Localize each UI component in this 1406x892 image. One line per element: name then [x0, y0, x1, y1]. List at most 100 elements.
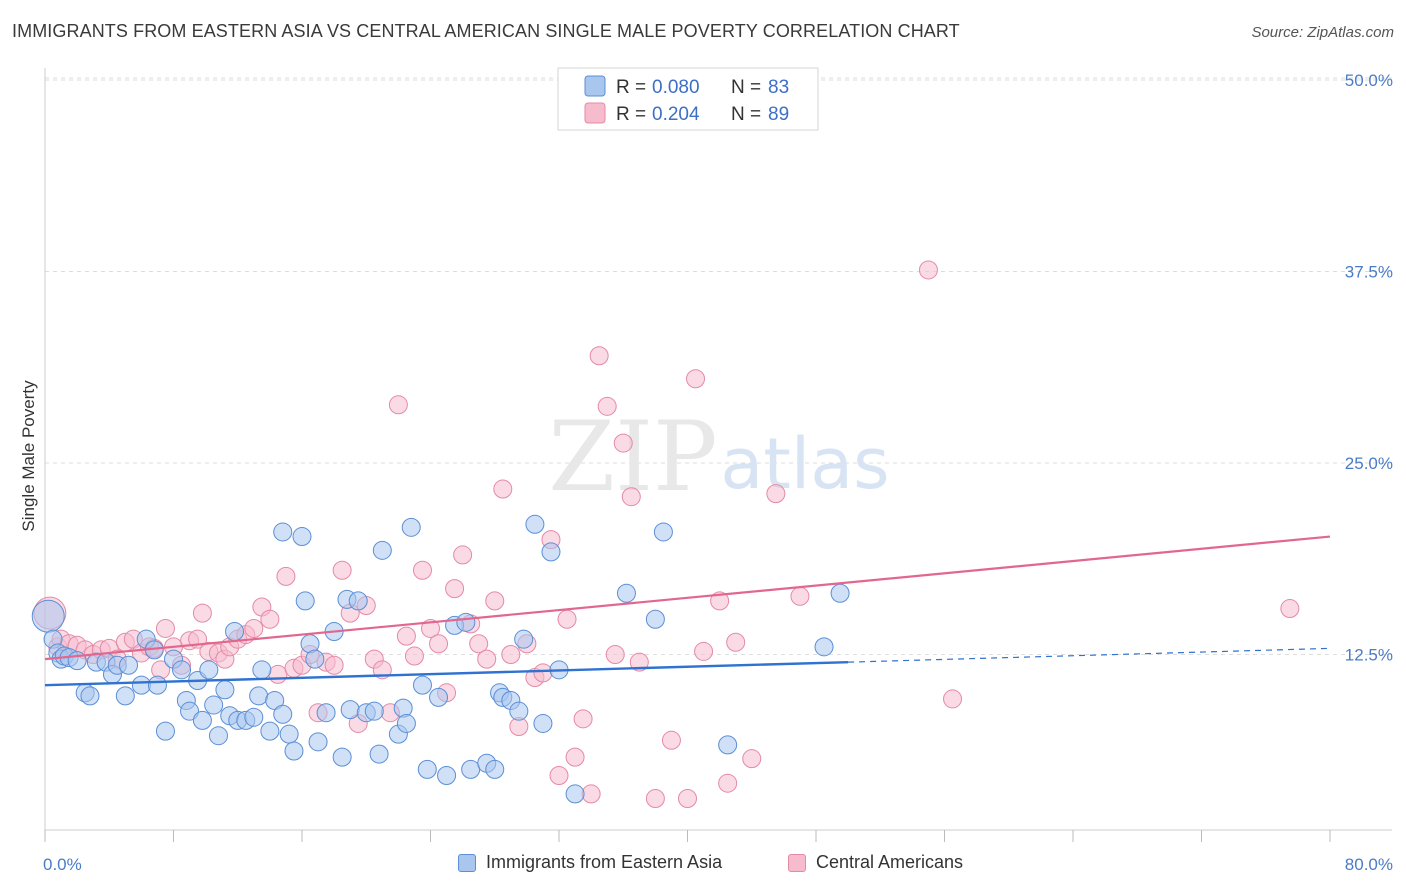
trend-line-eastern-asia-extension — [848, 647, 1331, 663]
legend-r-label-blue: R = — [616, 77, 646, 98]
data-point — [260, 721, 280, 741]
data-point — [273, 704, 293, 724]
data-point — [710, 591, 730, 611]
axes — [44, 68, 1392, 831]
series-eastern-asia — [31, 514, 850, 804]
data-point — [718, 735, 738, 755]
data-point — [147, 675, 167, 695]
bottom-legend: Immigrants from Eastern Asia Central Ame… — [0, 852, 1406, 878]
data-point — [80, 686, 100, 706]
bottom-legend-label-eastern-asia: Immigrants from Eastern Asia — [486, 852, 723, 872]
data-point — [421, 618, 440, 638]
data-point — [943, 689, 963, 709]
legend-n-value-pink: 89 — [768, 104, 789, 125]
gridlines — [45, 77, 1392, 655]
data-point — [565, 784, 585, 804]
data-point — [678, 789, 697, 809]
trend-line-eastern-asia — [44, 660, 849, 687]
data-point — [396, 626, 416, 646]
y-axis-label: Single Male Poverty — [19, 380, 38, 532]
bottom-legend-swatch-pink — [788, 853, 806, 872]
data-point — [605, 645, 625, 664]
data-point — [918, 260, 938, 280]
data-point — [208, 726, 228, 746]
data-point — [244, 618, 264, 638]
data-point — [364, 701, 384, 721]
legend-r-value-blue: 0.080 — [652, 77, 700, 98]
data-point — [456, 612, 476, 632]
data-point — [469, 634, 489, 654]
data-point — [437, 766, 457, 786]
data-point — [192, 603, 212, 623]
data-point — [514, 629, 534, 649]
data-point — [332, 747, 352, 767]
data-point — [348, 591, 368, 611]
data-point — [369, 744, 389, 764]
data-point — [388, 395, 408, 415]
data-point — [412, 675, 432, 695]
data-point — [477, 649, 497, 669]
data-point — [155, 721, 175, 741]
data-point — [273, 522, 293, 542]
data-point — [199, 660, 219, 680]
y-tick-labels: 12.5% 25.0% 37.5% 50.0% — [1345, 71, 1393, 665]
data-point — [485, 591, 505, 611]
data-point — [292, 527, 312, 547]
data-point — [581, 784, 601, 804]
data-point — [645, 789, 665, 809]
data-point — [340, 700, 360, 720]
data-point — [686, 369, 706, 389]
chart-title: IMMIGRANTS FROM EASTERN ASIA VS CENTRAL … — [12, 21, 960, 41]
legend-swatch-blue — [584, 75, 606, 97]
x-tick-label-min: 0.0% — [43, 855, 82, 874]
data-point — [694, 641, 714, 661]
data-point — [453, 545, 473, 565]
data-point — [252, 660, 272, 680]
data-point — [742, 749, 762, 769]
data-point — [305, 649, 325, 669]
data-point — [279, 724, 299, 744]
legend-n-label-pink: N = — [731, 104, 761, 125]
data-point — [830, 583, 850, 603]
data-point — [324, 655, 344, 675]
data-point — [718, 773, 738, 793]
source-credit: Source: ZipAtlas.com — [1251, 24, 1394, 41]
data-point — [533, 713, 553, 733]
data-point — [332, 560, 352, 580]
legend-swatch-pink — [584, 102, 606, 124]
data-point — [509, 701, 529, 721]
data-point — [485, 759, 505, 779]
data-point — [401, 517, 421, 537]
data-point — [115, 686, 135, 706]
data-point — [621, 487, 641, 507]
data-point — [565, 747, 585, 767]
data-point — [493, 479, 513, 499]
data-point — [284, 741, 304, 761]
data-point — [412, 560, 432, 580]
data-point — [814, 637, 834, 657]
data-point — [766, 484, 786, 504]
data-point — [613, 433, 633, 453]
x-tick-label-max: 80.0% — [1345, 855, 1393, 874]
data-point — [276, 566, 296, 586]
data-point — [461, 759, 481, 779]
data-point — [661, 730, 681, 750]
trend-lines — [44, 535, 1331, 687]
data-point — [316, 703, 336, 723]
legend-n-value-blue: 83 — [768, 77, 789, 98]
data-point — [131, 675, 151, 695]
data-point — [541, 542, 561, 562]
data-point — [393, 698, 413, 718]
data-point — [260, 609, 280, 629]
data-point — [295, 591, 315, 611]
watermark-atlas: atlas — [720, 423, 889, 505]
data-point — [417, 759, 437, 779]
data-point — [1280, 599, 1300, 619]
data-point — [404, 646, 424, 666]
x-tick-marks — [44, 830, 1331, 842]
data-point — [215, 680, 235, 700]
data-point — [119, 655, 139, 675]
data-point — [445, 579, 465, 599]
data-point — [172, 660, 192, 680]
data-point — [645, 609, 665, 629]
